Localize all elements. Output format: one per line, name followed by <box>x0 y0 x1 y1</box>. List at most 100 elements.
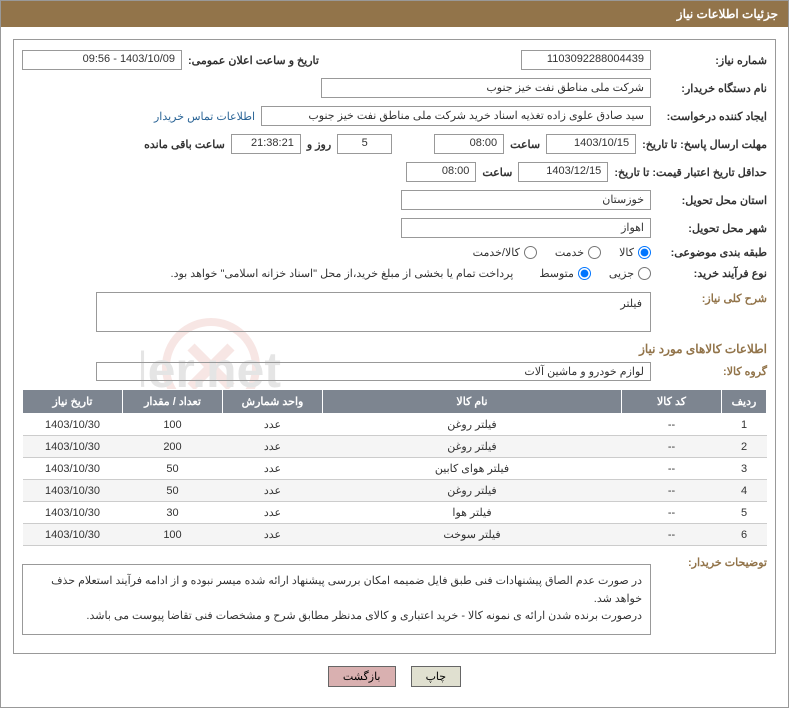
table-cell: فیلتر روغن <box>323 480 622 502</box>
category-label: طبقه بندی موضوعی: <box>657 246 767 259</box>
deadline-date: 1403/10/15 <box>546 134 636 154</box>
th-qty: تعداد / مقدار <box>123 390 223 414</box>
cat-opt-goods[interactable]: کالا <box>619 246 651 259</box>
buyer-notes-value: در صورت عدم الصاق پیشنهادات فنی طبق فایل… <box>22 564 651 635</box>
process-radio-group: جزیی متوسط <box>539 267 651 280</box>
min-valid-label: حداقل تاریخ اعتبار قیمت: تا تاریخ: <box>614 166 767 179</box>
table-cell: -- <box>622 436 722 458</box>
group-value: لوازم خودرو و ماشین آلات <box>96 362 651 381</box>
table-cell: -- <box>622 458 722 480</box>
table-cell: عدد <box>223 414 323 436</box>
need-no-value: 1103092288004439 <box>521 50 651 70</box>
table-row: 3--فیلتر هوای کابینعدد501403/10/30 <box>23 458 767 480</box>
table-cell: عدد <box>223 458 323 480</box>
table-cell: -- <box>622 502 722 524</box>
requester-label: ایجاد کننده درخواست: <box>657 110 767 123</box>
group-label: گروه کالا: <box>657 365 767 378</box>
cat-radio-2[interactable] <box>588 246 601 259</box>
remaining-label: ساعت باقی مانده <box>144 138 225 151</box>
table-cell: فیلتر روغن <box>323 414 622 436</box>
cat-radio-3[interactable] <box>524 246 537 259</box>
time-label-2: ساعت <box>482 166 512 179</box>
need-desc-value: فیلتر <box>96 292 651 332</box>
table-row: 5--فیلتر هواعدد301403/10/30 <box>23 502 767 524</box>
table-cell: 1403/10/30 <box>23 480 123 502</box>
main-form: شماره نیاز: 1103092288004439 تاریخ و ساع… <box>13 39 776 654</box>
buyer-notes-label: توضیحات خریدار: <box>657 556 767 569</box>
print-button[interactable]: چاپ <box>411 666 462 687</box>
table-cell: 1403/10/30 <box>23 414 123 436</box>
table-cell: 6 <box>722 524 767 546</box>
table-cell: عدد <box>223 480 323 502</box>
table-cell: 1403/10/30 <box>23 436 123 458</box>
requester-value: سید صادق علوی زاده تغذیه اسناد خرید شرکت… <box>261 106 651 126</box>
table-row: 6--فیلتر سوختعدد1001403/10/30 <box>23 524 767 546</box>
buyer-contact-link[interactable]: اطلاعات تماس خریدار <box>154 110 255 123</box>
table-cell: 100 <box>123 524 223 546</box>
city-value: اهواز <box>401 218 651 238</box>
need-desc-label: شرح کلی نیاز: <box>657 292 767 305</box>
th-name: نام کالا <box>323 390 622 414</box>
table-cell: 50 <box>123 480 223 502</box>
category-radio-group: کالا خدمت کالا/خدمت <box>473 246 651 259</box>
table-row: 4--فیلتر روغنعدد501403/10/30 <box>23 480 767 502</box>
table-cell: 1403/10/30 <box>23 502 123 524</box>
proc-opt-minor[interactable]: جزیی <box>609 267 651 280</box>
table-cell: 4 <box>722 480 767 502</box>
process-note: پرداخت تمام یا بخشی از مبلغ خرید،از محل … <box>171 267 514 280</box>
table-cell: فیلتر سوخت <box>323 524 622 546</box>
table-cell: 50 <box>123 458 223 480</box>
table-cell: 30 <box>123 502 223 524</box>
table-cell: -- <box>622 414 722 436</box>
button-row: چاپ بازگشت <box>13 654 776 695</box>
proc-radio-2[interactable] <box>578 267 591 280</box>
table-cell: 1403/10/30 <box>23 524 123 546</box>
announce-dt-label: تاریخ و ساعت اعلان عمومی: <box>188 54 319 67</box>
buyer-org-value: شرکت ملی مناطق نفت خیز جنوب <box>321 78 651 98</box>
table-cell: فیلتر هوا <box>323 502 622 524</box>
deadline-label: مهلت ارسال پاسخ: تا تاریخ: <box>642 138 767 151</box>
city-label: شهر محل تحویل: <box>657 222 767 235</box>
days-and-label: روز و <box>307 138 331 151</box>
cat-radio-1[interactable] <box>638 246 651 259</box>
province-label: استان محل تحویل: <box>657 194 767 207</box>
table-cell: 2 <box>722 436 767 458</box>
table-cell: عدد <box>223 436 323 458</box>
time-label-1: ساعت <box>510 138 540 151</box>
back-button[interactable]: بازگشت <box>328 666 396 687</box>
table-row: 1--فیلتر روغنعدد1001403/10/30 <box>23 414 767 436</box>
proc-radio-1[interactable] <box>638 267 651 280</box>
announce-dt-value: 1403/10/09 - 09:56 <box>22 50 182 70</box>
table-cell: فیلتر هوای کابین <box>323 458 622 480</box>
table-cell: 5 <box>722 502 767 524</box>
th-unit: واحد شمارش <box>223 390 323 414</box>
cat-opt-service[interactable]: خدمت <box>555 246 601 259</box>
table-cell: -- <box>622 524 722 546</box>
table-cell: عدد <box>223 502 323 524</box>
process-label: نوع فرآیند خرید: <box>657 267 767 280</box>
min-valid-date: 1403/12/15 <box>518 162 608 182</box>
table-cell: 100 <box>123 414 223 436</box>
time-left: 21:38:21 <box>231 134 301 154</box>
cat-opt-both[interactable]: کالا/خدمت <box>473 246 537 259</box>
need-no-label: شماره نیاز: <box>657 54 767 67</box>
th-date: تاریخ نیاز <box>23 390 123 414</box>
details-panel: جزئیات اطلاعات نیاز AriaTender.net شماره… <box>0 0 789 708</box>
items-section-title: اطلاعات کالاهای مورد نیاز <box>22 342 767 356</box>
proc-opt-medium[interactable]: متوسط <box>539 267 591 280</box>
th-code: کد کالا <box>622 390 722 414</box>
min-valid-time: 08:00 <box>406 162 476 182</box>
table-cell: 1 <box>722 414 767 436</box>
table-cell: 3 <box>722 458 767 480</box>
items-table: ردیف کد کالا نام کالا واحد شمارش تعداد /… <box>22 389 767 546</box>
deadline-time: 08:00 <box>434 134 504 154</box>
table-cell: عدد <box>223 524 323 546</box>
table-cell: -- <box>622 480 722 502</box>
province-value: خوزستان <box>401 190 651 210</box>
table-cell: فیلتر روغن <box>323 436 622 458</box>
days-left: 5 <box>337 134 392 154</box>
table-cell: 1403/10/30 <box>23 458 123 480</box>
th-row: ردیف <box>722 390 767 414</box>
table-row: 2--فیلتر روغنعدد2001403/10/30 <box>23 436 767 458</box>
panel-title: جزئیات اطلاعات نیاز <box>1 1 788 27</box>
